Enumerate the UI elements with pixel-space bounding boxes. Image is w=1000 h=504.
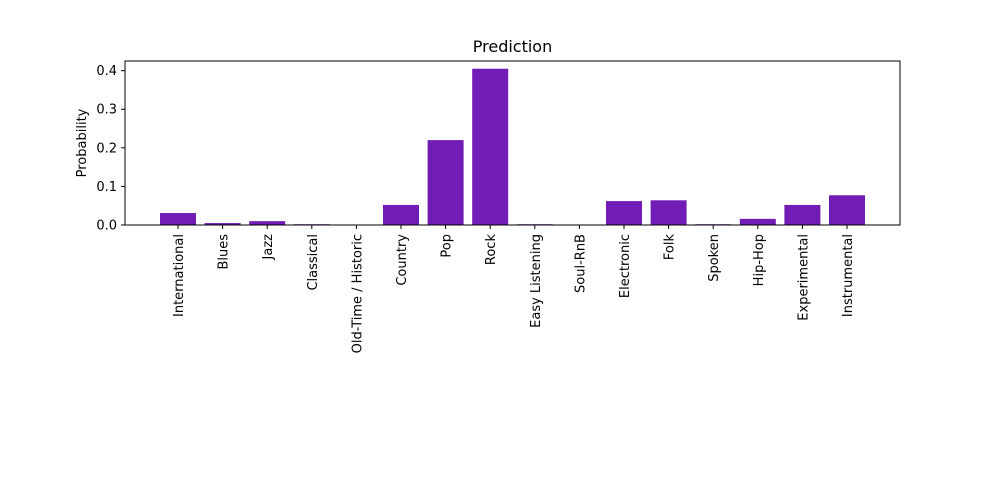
bar-folk <box>651 200 687 225</box>
x-tick-label: Spoken <box>707 234 722 282</box>
x-tick-label: International <box>172 234 187 317</box>
x-tick-label: Rock <box>484 234 499 266</box>
bars-group <box>160 69 865 225</box>
x-tick-label: Easy Listening <box>529 234 544 328</box>
x-tick-label: Folk <box>663 234 678 261</box>
x-tick-label: Experimental <box>796 234 811 321</box>
y-tick-label: 0.3 <box>96 103 117 118</box>
x-tick-label: Blues <box>217 234 232 270</box>
bar-hip-hop <box>740 219 776 225</box>
x-tick-label: Instrumental <box>841 234 856 317</box>
bar-rock <box>472 69 508 225</box>
bar-pop <box>428 140 464 225</box>
x-tick-label: Pop <box>440 234 455 258</box>
chart-title: Prediction <box>473 37 552 56</box>
bar-experimental <box>784 205 820 225</box>
x-tick-label: Classical <box>306 234 321 291</box>
bar-international <box>160 213 196 225</box>
x-tick-label: Electronic <box>618 234 633 298</box>
bar-country <box>383 205 419 225</box>
y-tick-label: 0.4 <box>96 64 117 79</box>
x-tick-label: Hip-Hop <box>752 234 767 286</box>
x-tick-label: Country <box>395 234 410 286</box>
bar-jazz <box>249 221 285 225</box>
x-axis: International Blues Jazz Classical Old-Time … <box>172 225 856 353</box>
plot-area-frame <box>125 61 900 225</box>
y-tick-label: 0.0 <box>96 219 117 234</box>
y-axis: 0.0 0.1 0.2 0.3 0.4 <box>96 64 125 233</box>
y-axis-label: Probability <box>75 108 90 177</box>
x-tick-label: Soul-RnB <box>573 234 588 293</box>
bar-instrumental <box>829 195 865 225</box>
y-tick-label: 0.2 <box>96 141 117 156</box>
x-tick-label: Jazz <box>261 234 276 261</box>
x-tick-label: Old-Time / Historic <box>350 234 365 353</box>
y-tick-label: 0.1 <box>96 180 117 195</box>
bar-electronic <box>606 201 642 225</box>
